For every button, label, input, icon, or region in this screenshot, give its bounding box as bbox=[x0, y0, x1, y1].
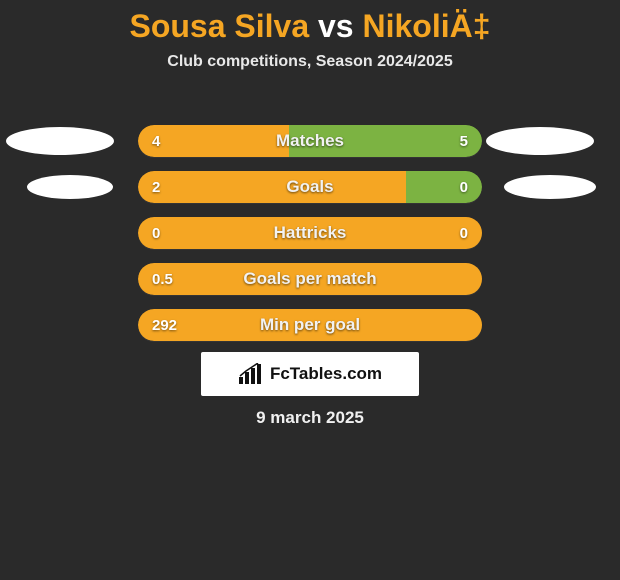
stat-bar-left-fill bbox=[138, 263, 482, 295]
logo-text: FcTables.com bbox=[270, 364, 382, 384]
stat-bar-right-fill bbox=[289, 125, 482, 157]
stat-bar: 20Goals bbox=[138, 171, 482, 203]
stat-left-value: 2 bbox=[152, 171, 160, 203]
stat-left-value: 0.5 bbox=[152, 263, 173, 295]
source-logo: FcTables.com bbox=[201, 352, 419, 396]
stat-bar-left-fill bbox=[138, 309, 482, 341]
vs-separator: vs bbox=[318, 8, 354, 44]
stat-row: 00Hattricks bbox=[0, 210, 620, 256]
stat-row: 292Min per goal bbox=[0, 302, 620, 348]
left-ellipse-icon bbox=[6, 127, 114, 155]
stat-bar: 292Min per goal bbox=[138, 309, 482, 341]
date-text: 9 march 2025 bbox=[0, 408, 620, 428]
right-ellipse-icon bbox=[486, 127, 594, 155]
left-ellipse-icon bbox=[27, 175, 113, 199]
bar-chart-icon bbox=[238, 363, 264, 385]
player1-name: Sousa Silva bbox=[129, 8, 309, 44]
stat-right-value: 0 bbox=[460, 217, 468, 249]
subtitle: Club competitions, Season 2024/2025 bbox=[0, 53, 620, 71]
stat-bar-left-fill bbox=[138, 125, 289, 157]
stat-right-value: 0 bbox=[460, 171, 468, 203]
stat-left-value: 292 bbox=[152, 309, 177, 341]
stat-bar: 00Hattricks bbox=[138, 217, 482, 249]
stat-row: 20Goals bbox=[0, 164, 620, 210]
right-ellipse-icon bbox=[504, 175, 596, 199]
stat-row: 0.5Goals per match bbox=[0, 256, 620, 302]
stats-container: 45Matches20Goals00Hattricks0.5Goals per … bbox=[0, 118, 620, 348]
stat-left-value: 4 bbox=[152, 125, 160, 157]
stat-row: 45Matches bbox=[0, 118, 620, 164]
player2-name: NikoliÄ‡ bbox=[362, 8, 490, 44]
stat-right-value: 5 bbox=[460, 125, 468, 157]
stat-bar-right-fill bbox=[406, 171, 482, 203]
stat-bar: 45Matches bbox=[138, 125, 482, 157]
page-title: Sousa Silva vs NikoliÄ‡ bbox=[0, 0, 620, 45]
stat-left-value: 0 bbox=[152, 217, 160, 249]
stat-bar: 0.5Goals per match bbox=[138, 263, 482, 295]
stat-bar-left-fill bbox=[138, 171, 406, 203]
stat-bar-left-fill bbox=[138, 217, 482, 249]
